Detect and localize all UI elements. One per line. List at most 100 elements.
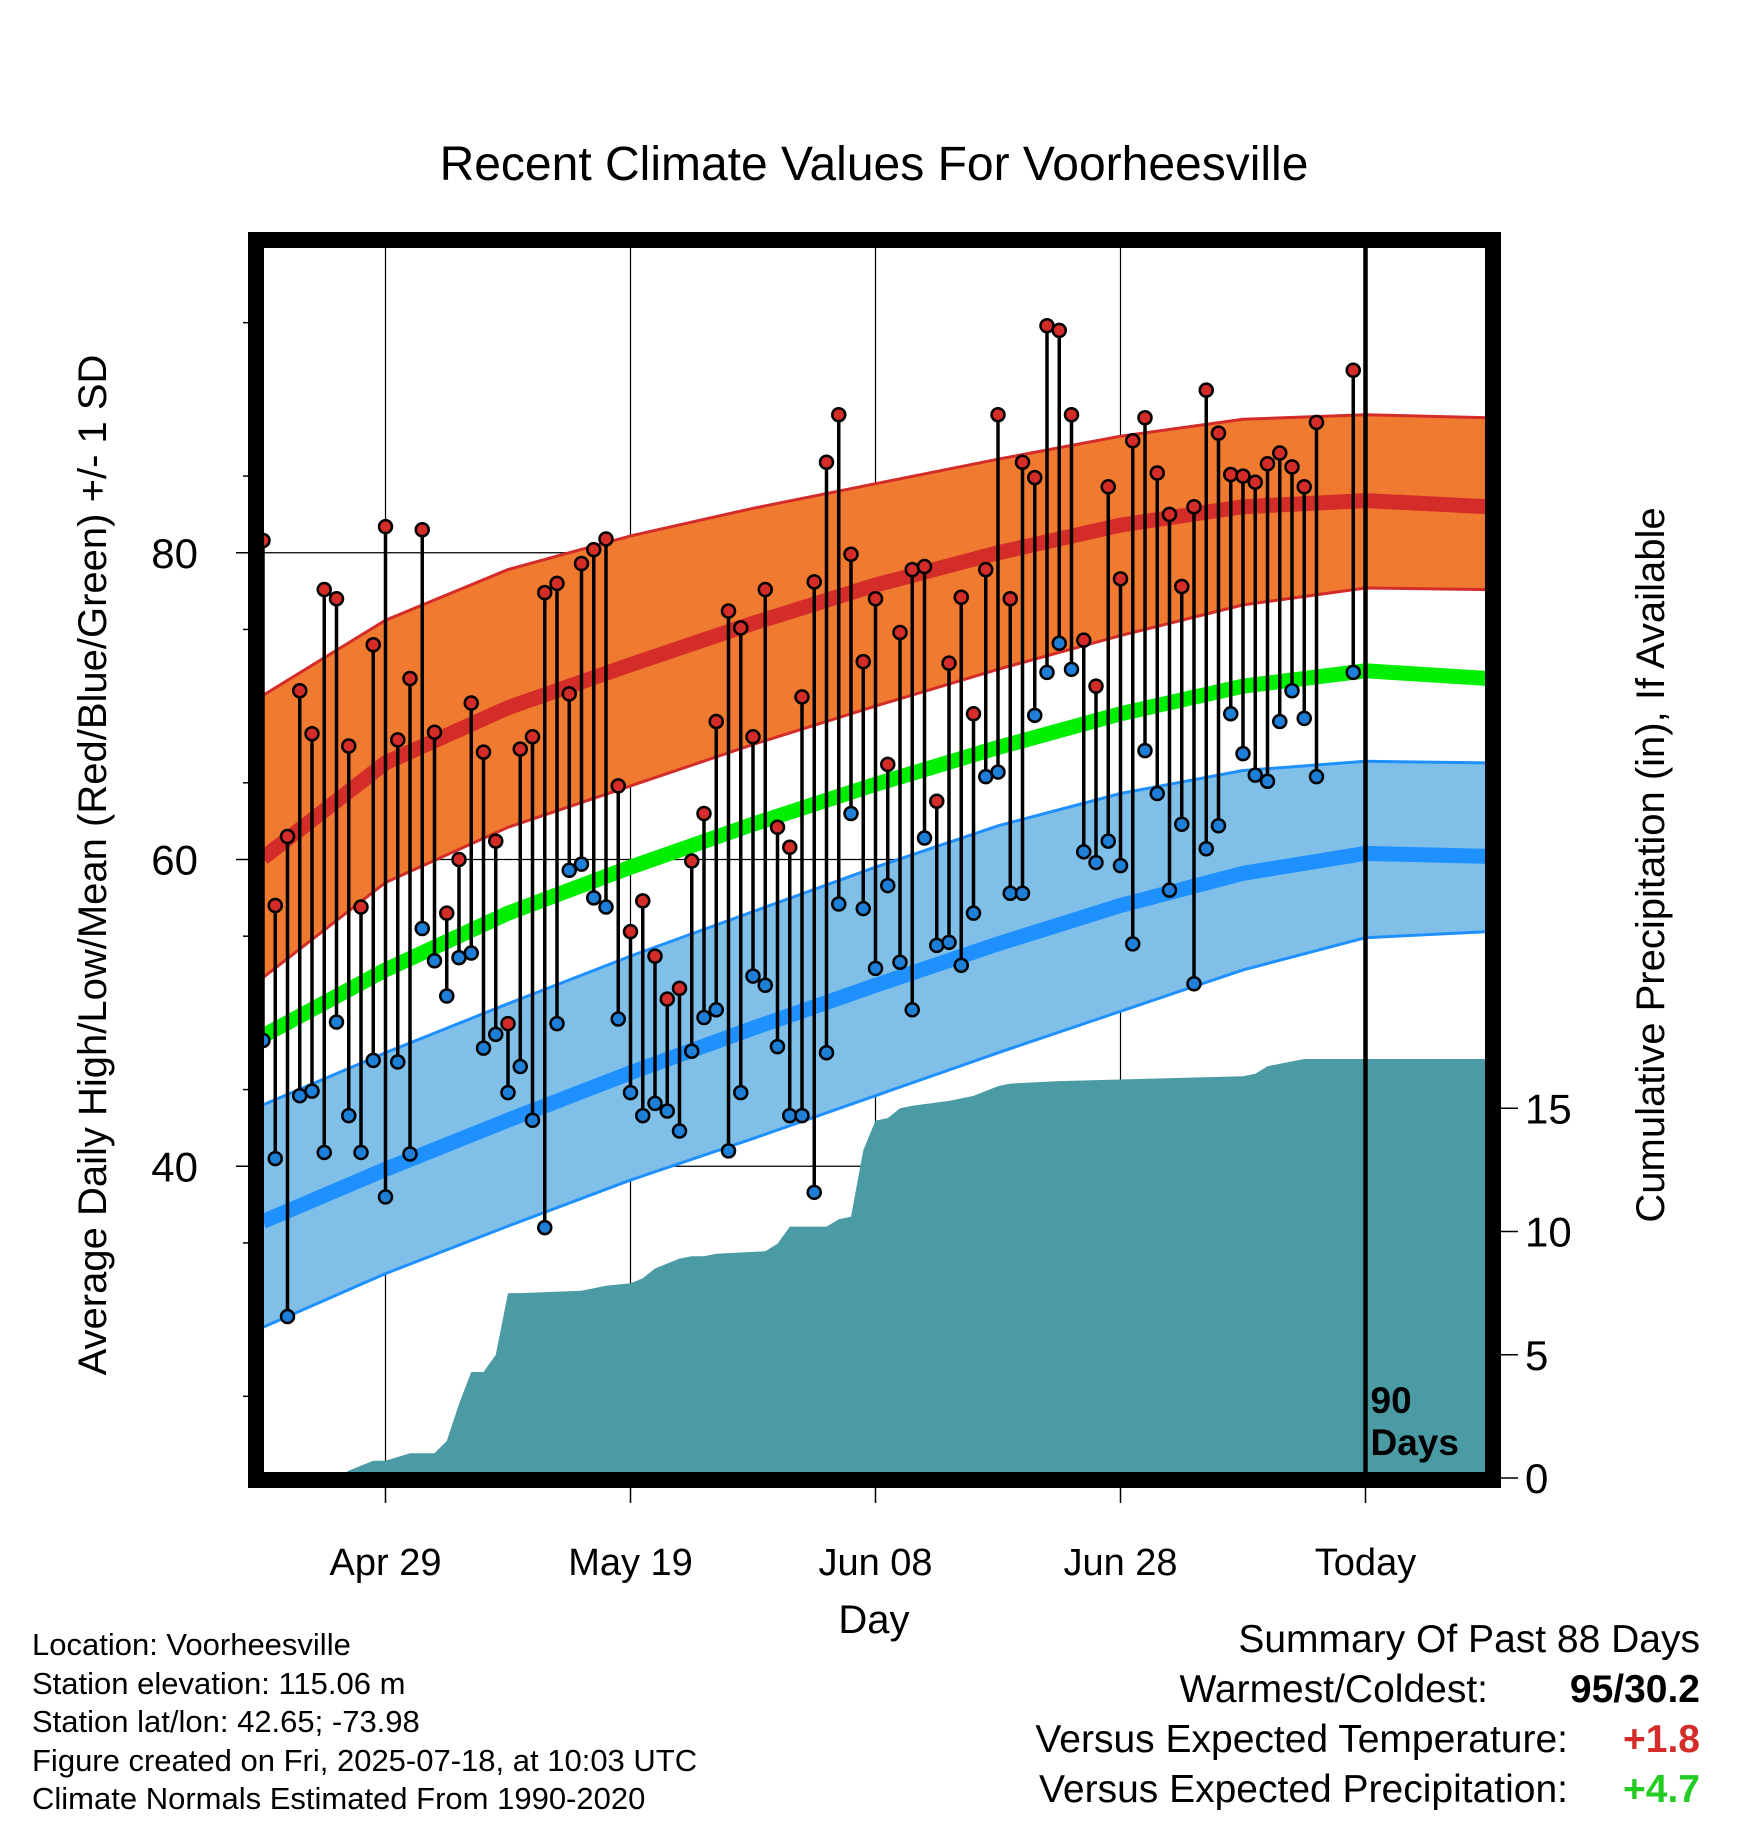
daily-low-point	[561, 862, 577, 878]
daily-low-point	[267, 1150, 283, 1167]
daily-low-point	[635, 1107, 651, 1124]
daily-high-point	[1161, 506, 1178, 523]
daily-high-point	[916, 558, 933, 575]
daily-high-point	[328, 591, 345, 607]
info-created: Figure created on Fri, 2025-07-18, at 10…	[32, 1742, 698, 1778]
daily-low-point	[843, 805, 859, 822]
daily-high-point	[855, 653, 871, 670]
daily-low-point	[1174, 816, 1190, 832]
daily-high-point	[263, 532, 271, 549]
daily-low-point	[769, 1038, 786, 1055]
daily-high-point	[1149, 465, 1165, 481]
daily-low-point	[647, 1095, 663, 1112]
daily-low-point	[1259, 773, 1276, 790]
daily-high-point	[880, 756, 896, 773]
daily-low-point	[439, 988, 455, 1004]
daily-high-point	[794, 689, 810, 705]
daily-low-point	[1186, 975, 1202, 992]
y-right-tick-label: 10	[1525, 1209, 1572, 1256]
daily-high-point	[279, 828, 296, 845]
daily-low-point	[1210, 818, 1227, 834]
daily-low-point	[402, 1146, 418, 1162]
daily-high-point	[635, 893, 651, 909]
daily-low-point	[1100, 833, 1116, 849]
daily-low-point	[1125, 936, 1141, 952]
daily-high-point	[769, 819, 786, 836]
daily-high-point	[904, 561, 920, 578]
daily-low-point	[1063, 661, 1080, 678]
daily-low-point	[757, 977, 773, 994]
warmest-label: Warmest/Coldest:	[1179, 1668, 1488, 1711]
daily-low-point	[1345, 664, 1361, 681]
daily-high-point	[806, 574, 822, 590]
today-marker-label: 90	[1371, 1380, 1412, 1421]
daily-low-point	[610, 1011, 626, 1027]
daily-low-point	[929, 937, 945, 954]
daily-low-point	[1296, 710, 1312, 727]
daily-high-point	[941, 655, 957, 671]
daily-low-point	[488, 1026, 504, 1043]
daily-high-point	[757, 581, 773, 598]
daily-high-point	[831, 406, 847, 423]
y-right-tick-label: 0	[1525, 1455, 1548, 1502]
temp-anomaly-label: Versus Expected Temperature:	[1035, 1718, 1568, 1761]
daily-high-point	[488, 833, 504, 849]
daily-high-point	[500, 1015, 516, 1032]
daily-low-point	[1235, 745, 1251, 762]
daily-high-point	[867, 591, 884, 607]
y-right-tick-label: 15	[1525, 1085, 1572, 1132]
x-tick-label: Jun 08	[818, 1542, 932, 1584]
daily-high-point	[1027, 469, 1043, 486]
daily-low-point	[916, 830, 933, 846]
daily-low-point	[867, 960, 884, 977]
daily-high-point	[1125, 433, 1141, 449]
info-normals: Climate Normals Estimated From 1990-2020	[32, 1781, 646, 1816]
daily-low-point	[855, 900, 871, 917]
daily-high-point	[475, 744, 492, 760]
low-sd-band	[263, 761, 1488, 1328]
daily-high-point	[304, 725, 320, 742]
daily-high-point	[377, 518, 394, 535]
daily-high-point	[426, 724, 443, 740]
daily-high-point	[1051, 322, 1067, 339]
daily-high-point	[414, 521, 430, 538]
daily-high-point	[1198, 382, 1214, 398]
daily-low-point	[353, 1144, 369, 1161]
daily-high-point	[341, 738, 357, 754]
daily-high-point	[1308, 414, 1325, 431]
daily-high-point	[1112, 571, 1129, 587]
daily-low-point	[965, 905, 982, 921]
daily-low-point	[1039, 664, 1055, 681]
daily-low-point	[671, 1123, 688, 1139]
x-tick-label: Apr 29	[330, 1542, 442, 1584]
info-elevation: Station elevation: 115.06 m	[32, 1665, 406, 1701]
daily-low-point	[941, 934, 957, 951]
daily-low-point	[1198, 841, 1214, 857]
daily-high-point	[1247, 474, 1263, 490]
daily-low-point	[953, 957, 969, 974]
daily-high-point	[684, 853, 700, 869]
x-tick-label: Jun 28	[1063, 1542, 1177, 1584]
daily-low-point	[426, 952, 443, 969]
daily-high-point	[843, 546, 859, 563]
daily-high-point	[365, 637, 381, 653]
daily-low-point	[696, 1009, 712, 1026]
daily-high-point	[965, 706, 982, 722]
x-tick-label: May 19	[568, 1542, 693, 1584]
daily-low-point	[904, 1002, 920, 1018]
temp-anomaly-value: +1.8	[1623, 1718, 1700, 1761]
daily-high-point	[1223, 466, 1239, 483]
daily-low-point	[1272, 713, 1288, 730]
daily-high-point	[892, 624, 908, 641]
daily-low-point	[720, 1143, 737, 1159]
daily-low-point	[1308, 768, 1325, 785]
daily-low-point	[549, 1015, 565, 1032]
daily-high-point	[586, 541, 602, 558]
daily-high-point	[1014, 454, 1031, 471]
daily-low-point	[1076, 844, 1092, 860]
daily-low-point	[745, 968, 761, 984]
high-sd-band-upper-edge	[263, 413, 1488, 697]
daily-high-point	[1174, 578, 1190, 595]
daily-high-point	[953, 589, 969, 605]
